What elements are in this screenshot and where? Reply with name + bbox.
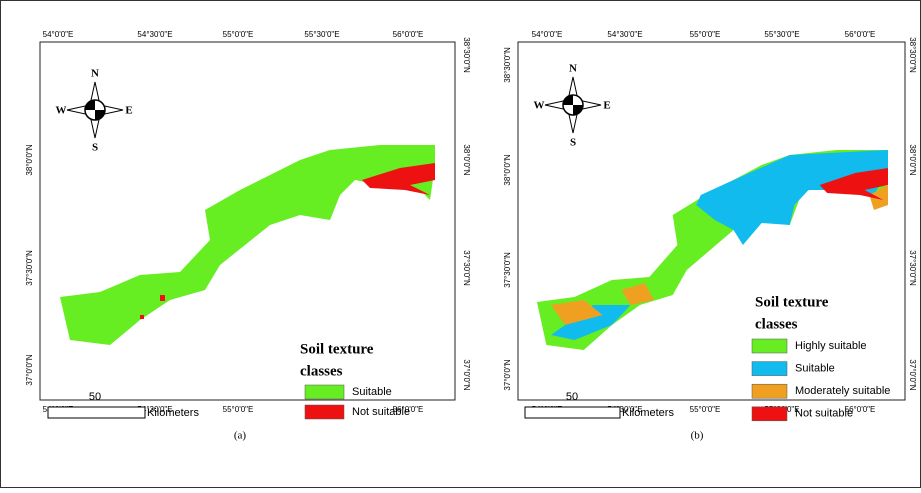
legend-label: Not suitable bbox=[352, 406, 410, 418]
red-zone bbox=[819, 168, 888, 200]
patch bbox=[160, 295, 165, 301]
lat-label: 37°0'0"N bbox=[462, 359, 471, 390]
legend-label: Suitable bbox=[352, 386, 392, 398]
legend-title: Soil texture bbox=[300, 341, 374, 357]
lon-label: 56°0'0"E bbox=[845, 405, 876, 414]
lon-label: 55°0'0"E bbox=[223, 405, 254, 414]
red-zone bbox=[362, 163, 435, 195]
compass-s: S bbox=[92, 142, 98, 154]
scale-value: 50 bbox=[89, 391, 101, 403]
legend-title: classes bbox=[300, 363, 343, 379]
study-area bbox=[60, 145, 435, 345]
legend-swatch bbox=[751, 406, 788, 422]
lon-label: 54°30'0"E bbox=[137, 405, 172, 414]
map-panel: 54°0'0"E54°0'0"E54°30'0"E54°30'0"E55°0'0… bbox=[25, 30, 471, 441]
compass-e: E bbox=[125, 105, 132, 117]
lon-label: 54°30'0"E bbox=[137, 30, 172, 39]
lon-label: 56°0'0"E bbox=[393, 30, 424, 39]
legend-swatch bbox=[751, 383, 788, 399]
study-area bbox=[537, 150, 888, 350]
legend-swatch bbox=[304, 384, 345, 400]
lat-label: 37°30'0"N bbox=[25, 250, 34, 286]
compass-n: N bbox=[91, 68, 99, 80]
scale-unit: Kilometers bbox=[622, 407, 674, 419]
lon-label: 55°30'0"E bbox=[304, 30, 339, 39]
moderate-zone bbox=[621, 283, 654, 305]
legend-swatch bbox=[751, 338, 788, 354]
compass-s: S bbox=[570, 137, 576, 149]
compass-w: W bbox=[56, 105, 67, 117]
legend: Soil texture classes Suitable Not suitable bbox=[300, 341, 410, 420]
lat-label: 38°30'0"N bbox=[462, 37, 471, 73]
map-panel: 54°0'0"E54°0'0"E54°30'0"E54°30'0"E55°0'0… bbox=[503, 30, 917, 441]
legend-label: Not suitable bbox=[795, 408, 853, 420]
compass-fill bbox=[85, 100, 105, 120]
suitable-zone bbox=[551, 305, 631, 340]
legend-swatch bbox=[751, 361, 788, 376]
suitable-zone bbox=[696, 150, 888, 245]
lat-label: 38°0'0"N bbox=[908, 144, 917, 175]
lon-label: 55°0'0"E bbox=[223, 30, 254, 39]
legend-label: Highly suitable bbox=[795, 340, 867, 352]
lat-label: 37°0'0"N bbox=[503, 359, 512, 390]
lat-label: 37°30'0"N bbox=[462, 250, 471, 286]
legend-swatch bbox=[304, 404, 345, 420]
lat-label: 38°0'0"N bbox=[462, 144, 471, 175]
compass-e: E bbox=[603, 100, 610, 112]
lon-label: 55°0'0"E bbox=[690, 405, 721, 414]
lon-label: 56°0'0"E bbox=[845, 30, 876, 39]
moderate-zone bbox=[551, 300, 603, 325]
lon-label: 54°0'0"E bbox=[532, 30, 563, 39]
compass: N S E W bbox=[534, 63, 611, 149]
lon-label: 54°0'0"E bbox=[43, 30, 74, 39]
patch bbox=[140, 315, 144, 319]
lon-label: 55°0'0"E bbox=[690, 30, 721, 39]
lat-label: 37°0'0"N bbox=[25, 354, 34, 385]
lat-label: 38°30'0"N bbox=[908, 37, 917, 73]
lon-label: 55°30'0"E bbox=[764, 30, 799, 39]
region bbox=[537, 150, 888, 350]
compass-fill bbox=[563, 95, 583, 115]
scale-bar bbox=[47, 406, 146, 419]
region bbox=[60, 145, 435, 345]
scale-unit: Kilometers bbox=[147, 407, 199, 419]
lon-label: 54°30'0"E bbox=[607, 30, 642, 39]
lat-label: 38°0'0"N bbox=[503, 154, 512, 185]
legend-title: Soil texture bbox=[755, 294, 829, 310]
compass-n: N bbox=[569, 63, 577, 75]
panel-label: (b) bbox=[691, 430, 704, 442]
lat-label: 38°0'0"N bbox=[25, 144, 34, 175]
compass-w: W bbox=[534, 100, 545, 112]
lat-label: 38°30'0"N bbox=[503, 47, 512, 83]
legend-label: Suitable bbox=[795, 363, 835, 375]
legend-title: classes bbox=[755, 316, 798, 332]
lat-label: 37°0'0"N bbox=[908, 359, 917, 390]
lat-label: 37°30'0"N bbox=[908, 250, 917, 286]
panel-label: (a) bbox=[234, 430, 247, 442]
lon-label: 54°30'0"E bbox=[607, 405, 642, 414]
scale-value: 50 bbox=[566, 391, 578, 403]
compass: N S E W bbox=[56, 68, 133, 154]
lat-label: 37°30'0"N bbox=[503, 252, 512, 288]
legend-label: Moderately suitable bbox=[795, 385, 890, 397]
legend: Soil texture classes Highly suitable Suitab… bbox=[751, 294, 890, 422]
scale-bar bbox=[524, 406, 621, 419]
lon-label: 56°0'0"E bbox=[393, 405, 424, 414]
